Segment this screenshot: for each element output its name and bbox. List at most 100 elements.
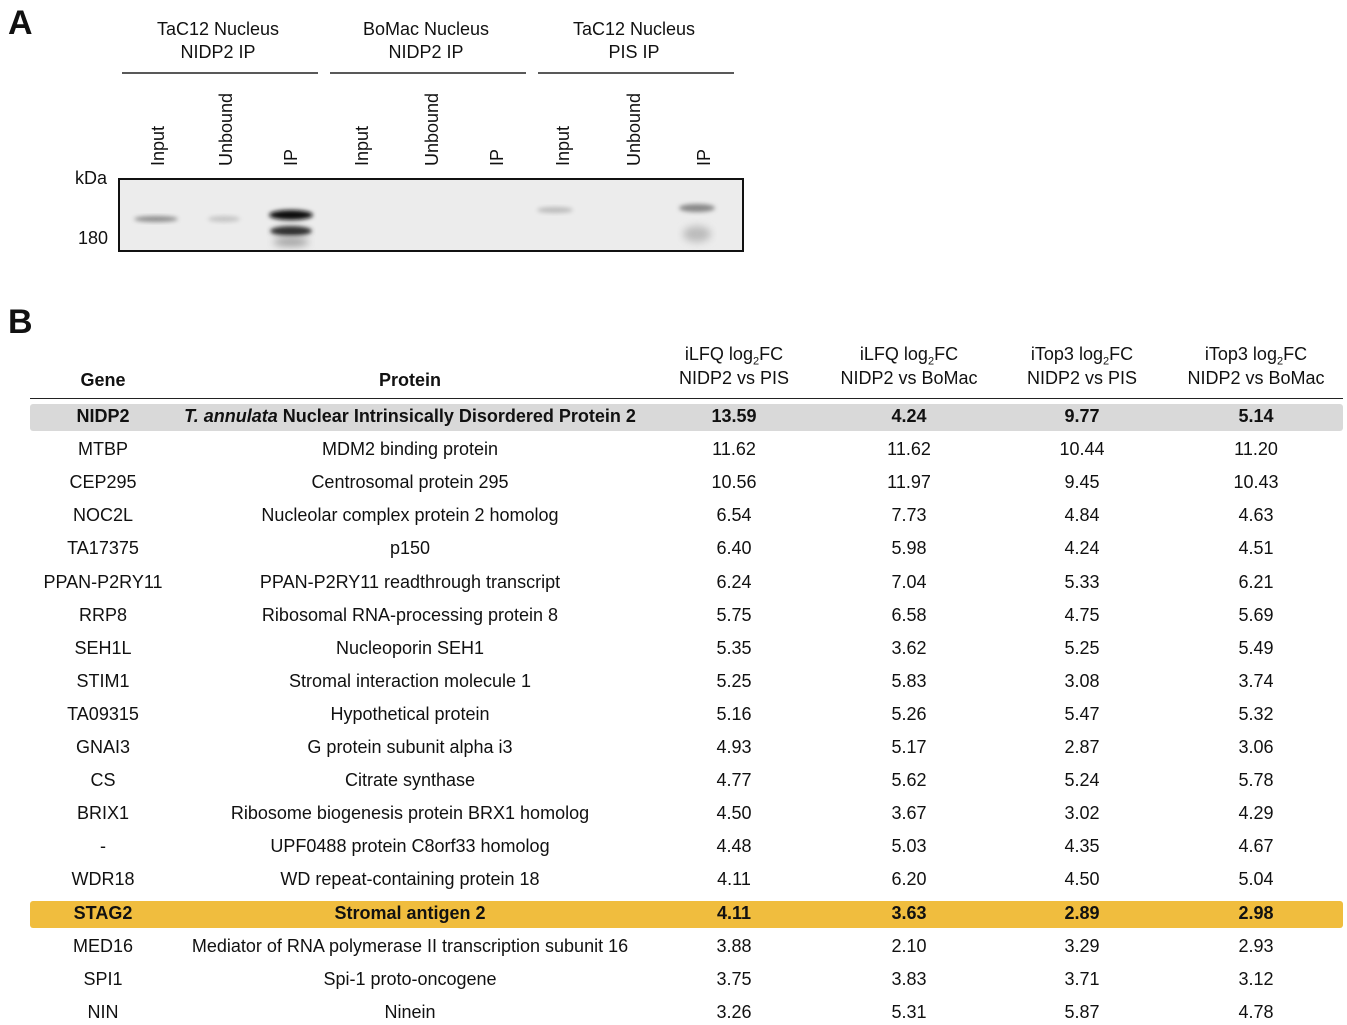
lane-label: Input xyxy=(553,125,573,166)
value-cell: 2.98 xyxy=(1238,902,1274,923)
value-cell: 6.24 xyxy=(716,571,752,592)
gene-cell: STIM1 xyxy=(76,670,130,691)
protein-name: Nucleolar complex protein 2 homolog xyxy=(261,505,559,526)
value-cell: 3.06 xyxy=(1238,737,1274,757)
value-cell: 3.08 xyxy=(1064,670,1100,691)
value-cell: 5.25 xyxy=(1064,637,1100,658)
lane-label: Unbound xyxy=(624,92,644,166)
value-cell: 6.54 xyxy=(716,505,752,526)
value-cell: 11.20 xyxy=(1234,439,1278,460)
group-title: TaC12 Nucleus xyxy=(156,19,280,39)
panel-label: B xyxy=(8,303,33,341)
value-cell: 3.02 xyxy=(1064,803,1100,824)
protein-name: Ribosomal RNA-processing protein 8 xyxy=(261,604,559,625)
protein-cell: UPF0488 protein C8orf33 homolog xyxy=(270,836,549,857)
protein-name: WD repeat-containing protein 18 xyxy=(280,869,540,890)
group-subtitle: NIDP2 IP xyxy=(388,42,464,62)
protein-name: Spi-1 proto-oncogene xyxy=(323,968,497,989)
protein-cell: PPAN-P2RY11 readthrough transcript xyxy=(260,572,560,593)
protein-cell: Stromal interaction molecule 1 xyxy=(289,671,531,692)
value-cell: 7.04 xyxy=(891,571,927,592)
value-cell: 9.45 xyxy=(1064,472,1100,493)
value-cell: 4.51 xyxy=(1238,538,1274,559)
value-cell: 13.59 xyxy=(711,406,757,426)
header-text: iLFQ log xyxy=(684,344,753,364)
col-header-line: iLFQ log2FC xyxy=(840,344,977,368)
value-cell: 5.35 xyxy=(716,637,752,658)
header-text: FC xyxy=(1283,344,1308,364)
protein-name: Stromal interaction molecule 1 xyxy=(288,670,532,691)
group-title: TaC12 Nucleus xyxy=(572,19,696,39)
gene-cell: NIN xyxy=(87,1001,119,1022)
protein-cell: p150 xyxy=(390,538,430,559)
value-cell: 5.17 xyxy=(891,737,927,757)
value-cell: 3.83 xyxy=(891,968,927,989)
value-cell: 4.48 xyxy=(716,836,752,857)
value-cell: 3.67 xyxy=(891,803,927,824)
header-text: iLFQ log xyxy=(859,344,928,364)
value-cell: 5.69 xyxy=(1238,604,1274,625)
protein-cell: Nucleoporin SEH1 xyxy=(336,638,484,659)
blot-figure xyxy=(118,72,744,252)
protein-name: MDM2 binding protein xyxy=(321,439,499,460)
col-header-line: NIDP2 vs PIS xyxy=(678,367,790,388)
protein-cell: Citrate synthase xyxy=(345,770,475,791)
col-header-line: NIDP2 vs BoMac xyxy=(1187,367,1325,388)
gene-cell: MTBP xyxy=(77,439,129,460)
value-cell: 2.89 xyxy=(1064,902,1100,923)
protein-name: G protein subunit alpha i3 xyxy=(307,737,513,757)
group-title: BoMac Nucleus xyxy=(362,19,490,39)
protein-name: Nuclear Intrinsically Disordered Protein… xyxy=(282,406,636,426)
blot-bands xyxy=(134,204,715,246)
species-name: T. annulata xyxy=(184,406,278,426)
col-header: iLFQ log2FC NIDP2 vs PIS xyxy=(679,344,789,389)
gene-cell: RRP8 xyxy=(78,604,128,625)
header-text: FC xyxy=(759,344,784,364)
protein-name: Ninein xyxy=(384,1001,436,1022)
header-text: iTop3 log xyxy=(1030,344,1103,364)
value-cell: 4.77 xyxy=(716,770,752,791)
marker-label: 180 xyxy=(78,228,109,248)
protein-cell: MDM2 binding protein xyxy=(322,439,498,460)
value-cell: 4.11 xyxy=(717,869,751,890)
lane-label: Input xyxy=(352,125,372,166)
value-cell: 3.26 xyxy=(716,1001,752,1022)
protein-cell: Ninein xyxy=(384,1002,435,1023)
protein-name: UPF0488 protein C8orf33 homolog xyxy=(270,836,550,857)
col-header-line: iTop3 log2FC xyxy=(1027,344,1137,368)
gene-cell: PPAN-P2RY11 xyxy=(43,571,163,592)
col-header-line: NIDP2 vs BoMac xyxy=(840,367,978,388)
value-cell: 10.44 xyxy=(1059,439,1105,460)
value-cell: 5.24 xyxy=(1064,770,1100,791)
group-subtitle: PIS IP xyxy=(608,42,660,62)
gene-cell: MED16 xyxy=(72,935,134,956)
protein-cell: Mediator of RNA polymerase II transcript… xyxy=(192,936,628,957)
value-cell: 11.97 xyxy=(887,472,931,493)
value-cell: 5.32 xyxy=(1238,703,1274,724)
gene-cell: SEH1L xyxy=(74,637,132,658)
group-subtitle: NIDP2 IP xyxy=(180,42,256,62)
value-cell: 5.31 xyxy=(891,1001,927,1022)
col-header: iLFQ log2FC NIDP2 vs BoMac xyxy=(840,344,977,389)
protein-cell: WD repeat-containing protein 18 xyxy=(280,869,539,890)
protein-name: Stromal antigen 2 xyxy=(334,902,486,923)
value-cell: 5.04 xyxy=(1238,869,1274,890)
col-header: Gene xyxy=(80,370,126,390)
value-cell: 5.98 xyxy=(891,538,927,559)
col-header-line: iTop3 log2FC xyxy=(1187,344,1324,368)
protein-cell: Hypothetical protein xyxy=(330,704,489,725)
value-cell: 11.62 xyxy=(712,439,756,460)
gene-cell: GNAI3 xyxy=(75,737,131,757)
gene-cell: NIDP2 xyxy=(76,406,130,426)
header-rule xyxy=(30,398,1343,399)
protein-name: Hypothetical protein xyxy=(330,703,490,724)
value-cell: 4.93 xyxy=(716,737,752,757)
value-cell: 3.12 xyxy=(1238,968,1274,989)
lane-label: Unbound xyxy=(216,92,236,166)
gene-cell: TA17375 xyxy=(67,538,139,559)
gene-cell: TA09315 xyxy=(67,703,139,724)
value-cell: 6.40 xyxy=(716,538,752,559)
value-cell: 5.83 xyxy=(891,670,927,691)
value-cell: 4.67 xyxy=(1238,836,1274,857)
protein-cell: T. annulata Nuclear Intrinsically Disorde… xyxy=(184,406,636,427)
